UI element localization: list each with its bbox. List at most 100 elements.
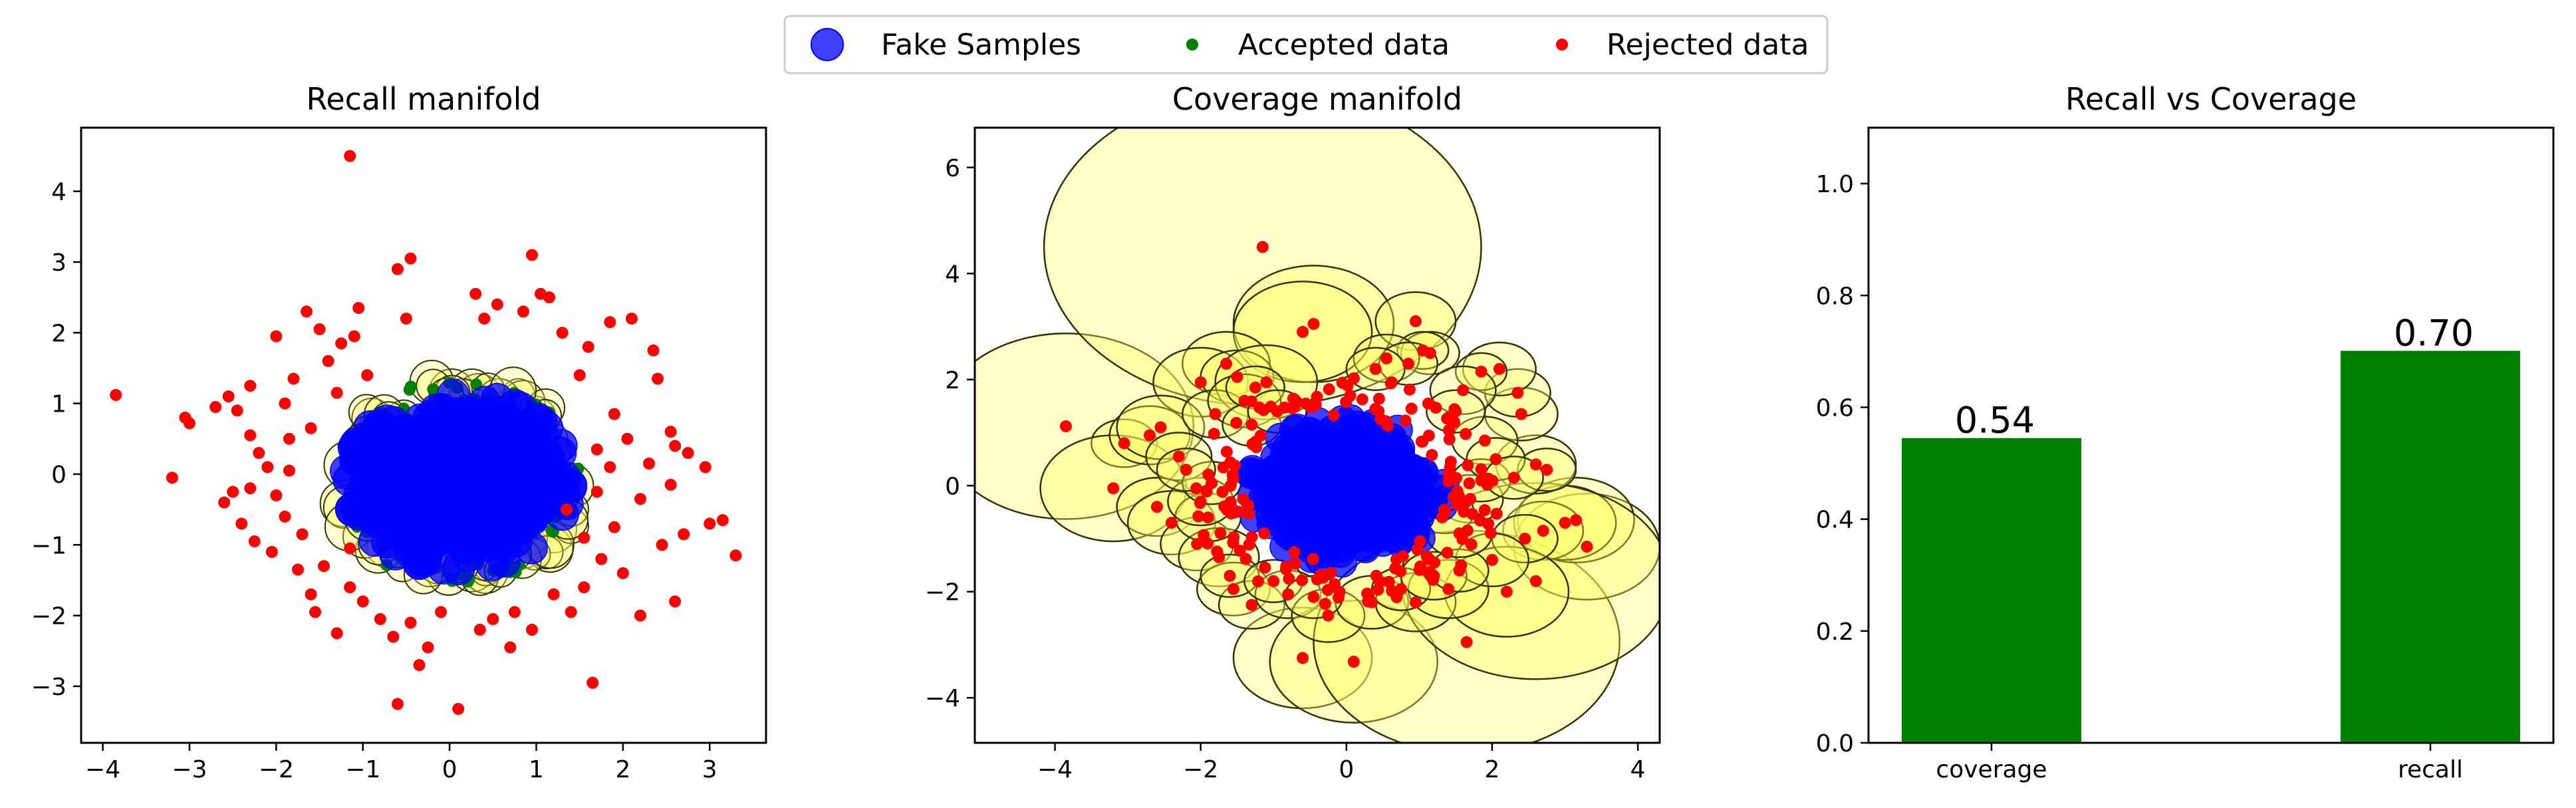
rejected-data-point	[1289, 394, 1301, 407]
rejected-data-point	[1372, 392, 1385, 405]
rejected-data-point	[1479, 434, 1491, 447]
rejected-data-point	[1289, 557, 1301, 570]
rejected-data-point	[1192, 510, 1205, 523]
bar-y-tick-label: 0.8	[1816, 283, 1854, 310]
rejected-data-point	[716, 514, 729, 527]
bar-y-tick-label: 0.6	[1816, 394, 1854, 422]
rejected-data-point	[356, 595, 369, 608]
rejected-data-point	[352, 302, 365, 315]
rejected-data-point	[1569, 514, 1582, 527]
rejected-data-point	[1258, 527, 1271, 540]
recall-manifold-plot-area	[110, 150, 742, 715]
rejected-data-point	[652, 372, 664, 385]
rejected-data-point	[634, 609, 646, 622]
coverage-manifold-panel: Coverage manifold −4 −2 0 2 4 −4 −2 0 2 4 6	[925, 81, 1661, 783]
rejected-data-point	[1381, 419, 1394, 432]
rejected-data-point	[348, 330, 360, 342]
rejected-data-point	[1444, 461, 1456, 473]
rejected-data-point	[1296, 574, 1309, 587]
rejected-data-point	[656, 539, 668, 551]
rejected-data-point	[1190, 482, 1203, 495]
rejected-data-point	[647, 344, 660, 356]
rejected-data-point	[1416, 344, 1429, 356]
coverage-y-tick-label: −4	[925, 685, 960, 712]
recall-manifold-title: Recall manifold	[306, 81, 541, 117]
rejected-data-point	[595, 553, 608, 565]
fake-sample-point	[443, 470, 477, 503]
rejected-data-point	[1224, 569, 1236, 582]
rejected-data-point	[1581, 540, 1593, 553]
rejected-data-point	[669, 440, 682, 452]
rejected-data-point	[664, 426, 677, 438]
rejected-data-point	[1180, 464, 1192, 476]
accepted-data-point	[427, 383, 440, 396]
recall-y-tick-label: 0	[51, 462, 66, 489]
rejected-data-point	[1341, 379, 1354, 392]
rejected-data-point	[1253, 401, 1266, 414]
fake-sample-point	[1257, 485, 1288, 515]
rejected-data-point	[1315, 568, 1327, 581]
rejected-data-point	[1202, 468, 1215, 481]
rejected-data-point	[387, 630, 400, 643]
rejected-data-point	[305, 588, 317, 601]
rejected-data-point	[1347, 655, 1360, 668]
rejected-data-point	[166, 471, 178, 484]
rejected-data-point	[1224, 479, 1237, 492]
rejected-data-point	[1463, 477, 1476, 489]
coverage-x-tick-label: 0	[1339, 756, 1354, 783]
rejected-data-point	[556, 327, 569, 339]
rejected-data-point	[1403, 383, 1416, 396]
rejected-data-point	[452, 702, 465, 715]
fake-sample-point	[434, 509, 467, 543]
rejected-data-point	[1386, 376, 1398, 388]
rejected-data-point	[1443, 433, 1456, 446]
rejected-data-point	[1227, 583, 1239, 595]
fake-sample-point	[1358, 511, 1389, 543]
fake-sample-point	[491, 445, 525, 478]
legend: Fake Samples Accepted data Rejected data	[783, 15, 1829, 74]
rejected-data-point	[1325, 567, 1337, 579]
rejected-data-point	[283, 432, 295, 445]
rejected-data-point	[231, 404, 243, 417]
rejected-data-point	[1327, 409, 1340, 422]
bar-recall	[2341, 350, 2520, 743]
rejected-data-point	[313, 323, 326, 336]
rejected-data-point	[1386, 585, 1398, 597]
bar-x-tick-label: coverage	[1936, 756, 2047, 783]
rejected-data-point	[1361, 587, 1374, 600]
rejected-data-point	[1441, 547, 1454, 559]
rejected-data-point	[1246, 438, 1259, 450]
rejected-data-point	[1484, 527, 1497, 539]
rejected-data-point	[1107, 482, 1120, 495]
rejected-data-point	[248, 535, 261, 547]
rejected-data-point	[1220, 357, 1233, 370]
rejected-data-point	[1256, 241, 1269, 253]
rejected-data-point	[1245, 395, 1257, 408]
rejected-data-point	[1382, 575, 1395, 588]
rejected-data-point	[1422, 429, 1435, 442]
rejected-data-point	[1450, 489, 1463, 502]
rejected-data-point	[1394, 565, 1407, 578]
rejected-data-point	[1231, 370, 1243, 383]
rejected-data-point	[642, 458, 655, 470]
rejected-data-point	[586, 676, 599, 689]
rejected-data-point	[1243, 538, 1255, 551]
rejected-data-point	[478, 313, 491, 325]
rejected-data-point	[616, 567, 629, 579]
rejected-data-point	[391, 263, 404, 275]
rejected-data-point	[227, 485, 239, 498]
rejected-data-point	[1537, 525, 1549, 537]
coverage-y-tick-label: 2	[945, 367, 960, 394]
rejected-data-point	[209, 400, 222, 413]
rejected-data-point	[1214, 527, 1227, 539]
rejected-data-point	[1340, 396, 1352, 408]
legend-label-rejected-data: Rejected data	[1607, 28, 1809, 62]
rejected-data-point	[1450, 471, 1463, 484]
rejected-data-point	[300, 305, 313, 318]
recall-y-tick-label: 4	[51, 179, 66, 206]
rejected-data-point	[1211, 545, 1224, 558]
coverage-ball	[975, 333, 1194, 520]
rejected-data-point	[1515, 408, 1527, 420]
rejected-data-point	[1249, 381, 1261, 394]
legend-marker-rejected-data	[1556, 39, 1568, 51]
